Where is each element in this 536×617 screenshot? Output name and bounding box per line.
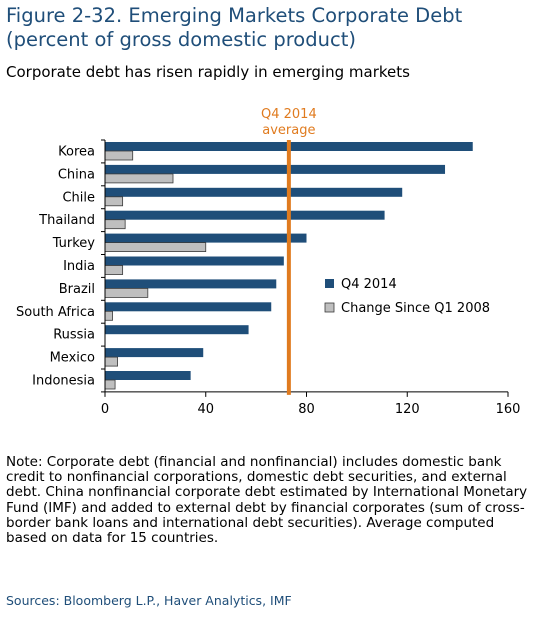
- category-label: Korea: [58, 144, 95, 159]
- bar-q4-2014: [105, 210, 385, 220]
- bar-q4-2014: [105, 348, 204, 358]
- x-tick-label: 80: [298, 402, 315, 417]
- bar-q4-2014: [105, 325, 249, 335]
- bar-q4-2014: [105, 187, 403, 197]
- bar-change-since-q1-2008: [104, 287, 149, 298]
- legend-swatch: [324, 302, 335, 313]
- bar-change-since-q1-2008: [104, 379, 116, 390]
- category-label: Chile: [62, 190, 95, 205]
- x-tick-label: 0: [101, 402, 109, 417]
- bar-chart: Korea China Chile Thailand Turkey India Brazil…: [16, 107, 521, 417]
- bar-change-since-q1-2008: [104, 242, 207, 253]
- bar-q4-2014: [105, 371, 191, 380]
- category-label: India: [63, 259, 95, 274]
- bar-q4-2014: [105, 233, 307, 243]
- chart-title-line2: (percent of gross domestic product): [6, 28, 356, 51]
- chart-sources: Sources: Bloomberg L.P., Haver Analytics…: [6, 593, 292, 608]
- category-label: Brazil: [59, 282, 95, 297]
- category-label: Mexico: [50, 351, 95, 366]
- category-label: South Africa: [16, 305, 95, 320]
- chart-subtitle: Corporate debt has risen rapidly in emer…: [6, 63, 410, 81]
- bar-change-since-q1-2008: [104, 196, 124, 207]
- bar-q4-2014: [105, 279, 277, 289]
- bar-change-since-q1-2008: [104, 356, 118, 367]
- bar-q4-2014: [105, 256, 284, 266]
- chart-title-line1: Figure 2-32. Emerging Markets Corporate …: [6, 4, 463, 27]
- legend-label: Change Since Q1 2008: [341, 301, 490, 316]
- chart-note: Note: Corporate debt (financial and nonf…: [6, 454, 528, 547]
- bar-change-since-q1-2008: [104, 173, 174, 184]
- category-label: Indonesia: [32, 373, 95, 388]
- average-line-label: average: [262, 123, 315, 138]
- category-label: Turkey: [52, 236, 96, 251]
- category-label: Thailand: [38, 213, 95, 228]
- category-label: China: [58, 167, 95, 182]
- legend-swatch: [325, 279, 334, 288]
- bar-change-since-q1-2008: [104, 310, 113, 321]
- x-tick-label: 40: [197, 402, 214, 417]
- bar-change-since-q1-2008: [104, 265, 124, 275]
- x-tick-label: 120: [395, 402, 420, 417]
- average-line-label: Q4 2014: [261, 107, 317, 122]
- bar-q4-2014: [105, 302, 272, 312]
- bar-q4-2014: [105, 164, 446, 174]
- legend-label: Q4 2014: [341, 277, 397, 292]
- chart-title: Figure 2-32. Emerging Markets Corporate …: [6, 4, 530, 52]
- bar-change-since-q1-2008: [104, 219, 126, 230]
- x-tick-label: 160: [496, 402, 521, 417]
- category-label: Russia: [53, 328, 95, 343]
- bar-change-since-q1-2008: [104, 150, 134, 161]
